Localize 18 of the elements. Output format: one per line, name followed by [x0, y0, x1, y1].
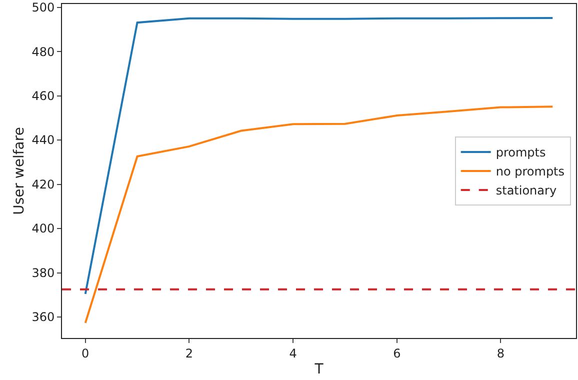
x-tick-label: 8	[496, 346, 505, 360]
y-tick-label: 420	[32, 177, 55, 192]
x-tick-label: 6	[393, 346, 401, 360]
y-tick-label: 440	[32, 133, 55, 148]
x-tick-label: 2	[185, 346, 194, 360]
y-tick-label: 460	[32, 88, 55, 103]
y-tick-label: 500	[32, 0, 55, 15]
y-tick-label: 380	[32, 266, 55, 280]
x-tick-label: 0	[82, 346, 90, 360]
legend-label: prompts	[496, 146, 546, 160]
y-tick-label: 360	[32, 310, 55, 324]
x-axis-title: T	[314, 362, 324, 378]
legend-label: stationary	[496, 184, 557, 198]
y-tick-label: 400	[32, 222, 55, 236]
x-tick-label: 4	[289, 346, 297, 360]
legend-label: no prompts	[496, 164, 565, 179]
y-tick-label: 480	[32, 44, 55, 59]
y-axis-title: User welfare	[11, 127, 28, 215]
